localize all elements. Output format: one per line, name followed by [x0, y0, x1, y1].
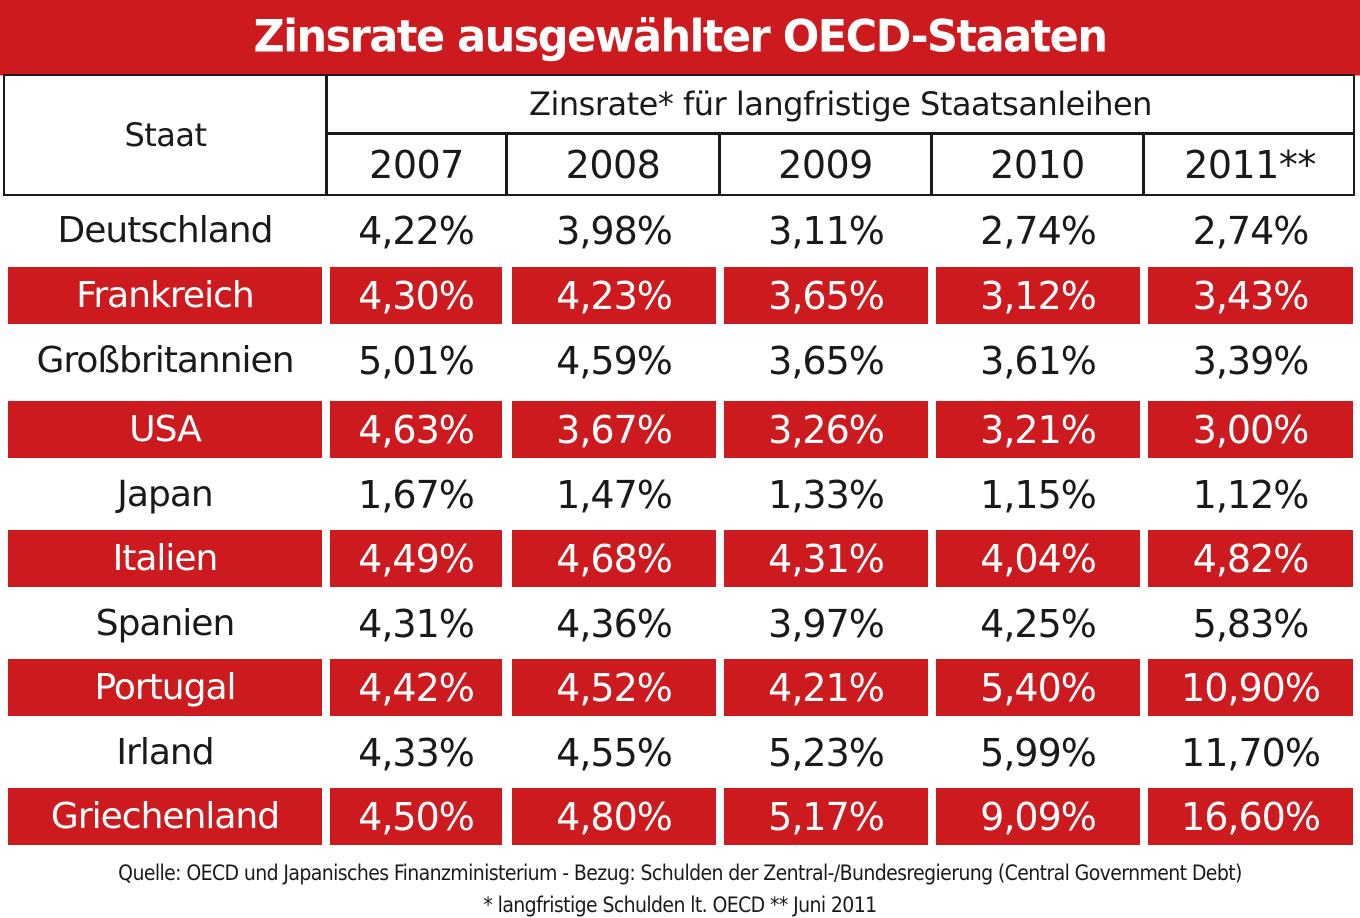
- country-cell: Japan: [117, 474, 213, 515]
- rate-cell: 9,09%: [936, 788, 1140, 845]
- rate-cell: 4,59%: [556, 338, 673, 383]
- rate-cell: 1,67%: [358, 472, 475, 517]
- country-cell: Portugal: [8, 659, 322, 716]
- rate-cell: 4,31%: [724, 530, 928, 587]
- table-row: Italien 4,49% 4,68% 4,31% 4,04% 4,82%: [0, 530, 1360, 587]
- header-divider-year-4: [1142, 132, 1145, 196]
- rate-cell: 4,49%: [330, 530, 502, 587]
- table-row: Frankreich 4,30% 4,23% 3,65% 3,12% 3,43%: [0, 267, 1360, 324]
- rate-cell: 1,15%: [980, 472, 1097, 517]
- table-row: Irland 4,33% 4,55% 5,23% 5,99% 11,70%: [0, 724, 1360, 781]
- rate-cell: 4,80%: [512, 788, 716, 845]
- table-header: [3, 74, 1355, 196]
- rate-cell: 4,33%: [358, 730, 475, 775]
- rate-cell: 2,74%: [980, 208, 1097, 253]
- rate-cell: 3,43%: [1148, 267, 1353, 324]
- rate-cell: 1,33%: [768, 472, 885, 517]
- header-year-2010: 2010: [990, 143, 1085, 187]
- country-cell: Irland: [116, 732, 214, 773]
- rate-cell: 16,60%: [1148, 788, 1353, 845]
- header-year-2011: 2011**: [1184, 143, 1316, 187]
- rate-cell: 4,36%: [556, 601, 673, 646]
- table-row: Portugal 4,42% 4,52% 4,21% 5,40% 10,90%: [0, 659, 1360, 716]
- rate-cell: 3,11%: [768, 208, 885, 253]
- rate-cell: 4,63%: [330, 401, 502, 458]
- rate-cell: 3,67%: [512, 401, 716, 458]
- table-title: Zinsrate ausgewählter OECD-Staaten: [0, 0, 1360, 76]
- rate-cell: 10,90%: [1148, 659, 1353, 716]
- header-staat: Staat: [124, 116, 207, 154]
- header-subtitle: Zinsrate* für langfristige Staatsanleihe…: [529, 85, 1152, 123]
- rate-cell: 5,83%: [1192, 601, 1310, 646]
- table-row: Spanien 4,31% 4,36% 3,97% 4,25% 5,83%: [0, 595, 1360, 652]
- rate-cell: 4,22%: [358, 208, 475, 253]
- header-year-2008: 2008: [565, 143, 661, 187]
- header-year-2007: 2007: [369, 143, 464, 187]
- country-cell: Italien: [8, 530, 322, 587]
- rate-cell: 2,74%: [1192, 208, 1310, 253]
- table-row: Großbritannien 5,01% 4,59% 3,65% 3,61% 3,39%: [0, 332, 1360, 389]
- rate-cell: 4,04%: [936, 530, 1140, 587]
- rate-cell: 3,65%: [768, 338, 885, 383]
- rate-cell: 1,12%: [1192, 472, 1310, 517]
- rate-cell: 3,39%: [1192, 338, 1310, 383]
- rate-cell: 4,30%: [330, 267, 502, 324]
- rate-cell: 5,17%: [724, 788, 928, 845]
- rate-cell: 3,26%: [724, 401, 928, 458]
- footnote-note: * langfristige Schulden lt. OECD ** Juni…: [483, 893, 877, 917]
- rate-cell: 3,12%: [936, 267, 1140, 324]
- table-row: Deutschland 4,22% 3,98% 3,11% 2,74% 2,74%: [0, 202, 1360, 259]
- header-divider-year-2: [718, 132, 721, 196]
- header-divider-year-1: [505, 132, 508, 196]
- footnote-source: Quelle: OECD und Japanisches Finanzminis…: [118, 861, 1242, 885]
- rate-cell: 5,23%: [768, 730, 885, 775]
- rate-cell: 4,42%: [330, 659, 502, 716]
- rate-cell: 3,97%: [768, 601, 885, 646]
- rate-cell: 3,00%: [1148, 401, 1353, 458]
- rate-cell: 4,25%: [980, 601, 1097, 646]
- rate-cell: 5,40%: [936, 659, 1140, 716]
- country-cell: Spanien: [95, 603, 236, 644]
- country-cell: Frankreich: [8, 267, 322, 324]
- rate-cell: 3,98%: [556, 208, 673, 253]
- header-year-2009: 2009: [778, 143, 873, 187]
- table-row: Japan 1,67% 1,47% 1,33% 1,15% 1,12%: [0, 466, 1360, 523]
- rate-cell: 4,23%: [512, 267, 716, 324]
- rate-cell: 4,52%: [512, 659, 716, 716]
- table-row: Griechenland 4,50% 4,80% 5,17% 9,09% 16,60%: [0, 788, 1360, 845]
- country-cell: Großbritannien: [36, 340, 294, 381]
- rate-cell: 1,47%: [556, 472, 673, 517]
- header-divider-subtitle: [325, 132, 1355, 135]
- rate-cell: 3,65%: [724, 267, 928, 324]
- rate-cell: 4,82%: [1148, 530, 1353, 587]
- rate-cell: 4,31%: [358, 601, 475, 646]
- rate-cell: 5,01%: [358, 338, 475, 383]
- country-cell: USA: [8, 401, 322, 458]
- rate-cell: 5,99%: [980, 730, 1097, 775]
- rate-cell: 3,21%: [936, 401, 1140, 458]
- rate-cell: 4,55%: [556, 730, 673, 775]
- rate-cell: 4,50%: [330, 788, 502, 845]
- rate-cell: 3,61%: [980, 338, 1097, 383]
- rate-cell: 4,21%: [724, 659, 928, 716]
- country-cell: Deutschland: [57, 210, 274, 251]
- table-row: USA 4,63% 3,67% 3,26% 3,21% 3,00%: [0, 401, 1360, 458]
- header-divider-staat: [325, 74, 328, 196]
- header-divider-year-3: [930, 132, 933, 196]
- country-cell: Griechenland: [8, 788, 322, 845]
- rate-cell: 11,70%: [1181, 730, 1321, 775]
- rate-cell: 4,68%: [512, 530, 716, 587]
